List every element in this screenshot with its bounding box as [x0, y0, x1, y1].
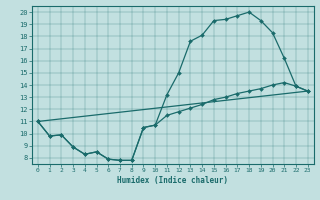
- X-axis label: Humidex (Indice chaleur): Humidex (Indice chaleur): [117, 176, 228, 185]
